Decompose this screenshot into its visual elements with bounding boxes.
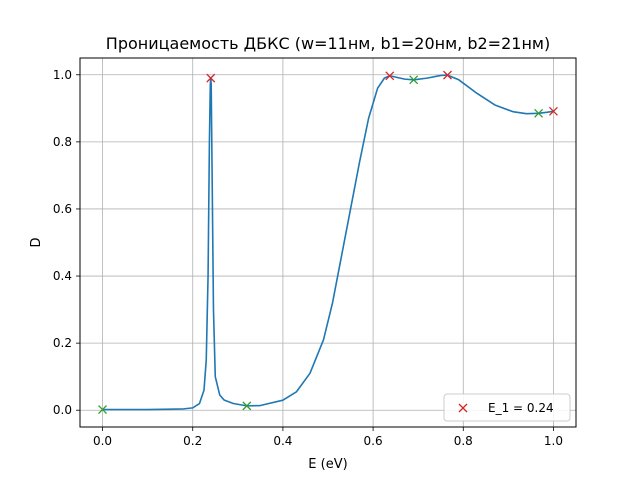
x-ticks: 0.0 0.2 0.4 0.6 0.8 1.0 [93,427,563,448]
x-tick-label: 0.4 [273,434,292,448]
x-tick-label: 0.2 [183,434,202,448]
legend-x-mark [458,403,468,413]
series-line-d [102,74,554,411]
legend: E_1 = 0.24 [443,393,571,422]
y-tick-label: 0.4 [53,269,72,283]
y-tick-label: 0.8 [53,135,72,149]
y-axis-label: D [29,237,44,247]
marker-e1-point [443,70,452,80]
marker-e1-point [548,106,558,116]
x-tick-label: 1.0 [544,434,563,448]
x-axis-label: E (eV) [308,457,347,472]
plot-area [79,57,577,428]
chart-title: Проницаемость ДБКС (w=11нм, b1=20нм, b2=… [106,34,550,53]
x-tick-label: 0.0 [93,434,112,448]
y-tick-label: 1.0 [53,68,72,82]
marker-point [409,75,419,85]
marker-point [98,405,108,415]
legend-label: E_1 = 0.24 [488,401,554,415]
series-layer [98,70,558,415]
marker-e1-point [385,71,395,81]
y-ticks: 0.0 0.2 0.4 0.6 0.8 1.0 [53,68,80,417]
y-tick-label: 0.6 [53,202,72,216]
grid [80,58,576,427]
x-tick-label: 0.8 [454,434,473,448]
x-tick-label: 0.6 [364,434,383,448]
marker-e1-point [206,73,216,83]
marker-point [534,108,544,118]
y-tick-label: 0.2 [53,336,72,350]
legend-box [443,393,571,422]
marker-point [242,401,252,411]
y-tick-label: 0.0 [53,403,72,417]
legend-marker-icon [458,403,468,413]
